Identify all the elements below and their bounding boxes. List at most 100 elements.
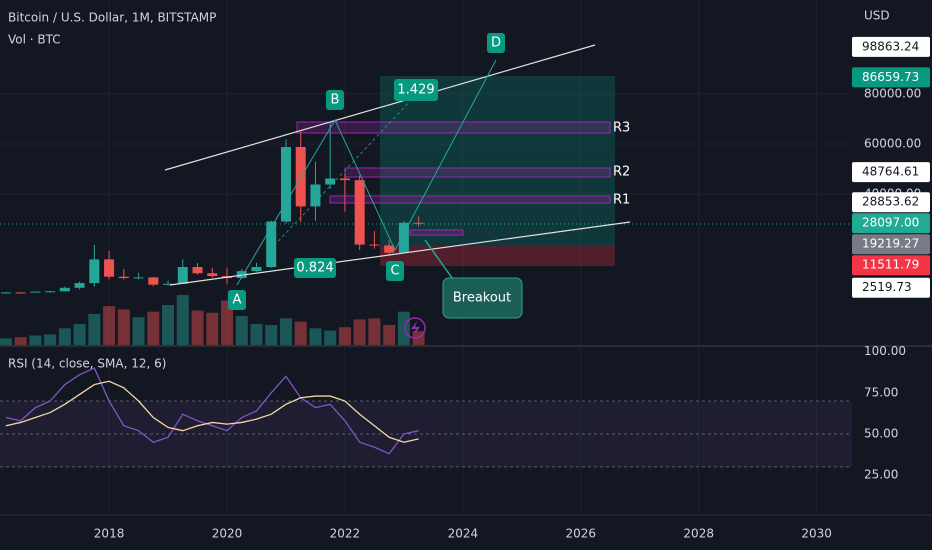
point-box xyxy=(228,290,246,310)
volume-bar xyxy=(353,319,366,345)
candle-body xyxy=(104,259,115,277)
volume-bar xyxy=(14,337,27,345)
price-marker xyxy=(852,255,930,276)
candle-body xyxy=(0,292,11,294)
volume-bar xyxy=(103,306,116,345)
r3-zone xyxy=(296,121,611,134)
abcd-pattern xyxy=(236,59,497,286)
level-label: R3 xyxy=(613,121,630,136)
point-box xyxy=(487,33,505,53)
price-marker xyxy=(852,213,930,234)
price-marker-label: 2519.73 xyxy=(862,280,912,294)
volume-bar xyxy=(235,316,248,345)
candle-body xyxy=(59,287,70,292)
volume-bar xyxy=(265,325,278,345)
y-tick-label: 50.00 xyxy=(864,426,898,440)
price-marker-label: 19219.27 xyxy=(862,237,919,251)
level-label: R2 xyxy=(613,165,630,180)
callout-label: Breakout xyxy=(453,291,511,306)
lower-channel-line xyxy=(169,221,631,286)
price-marker-label: 86659.73 xyxy=(862,70,919,84)
support-zone xyxy=(409,229,464,236)
price-marker xyxy=(852,192,930,213)
volume-bar xyxy=(117,309,130,345)
volume-bar xyxy=(309,328,322,345)
annotations: D B C A 1.429 0.824 R3 R2 R1 Breakout xyxy=(228,33,630,319)
volume-bar xyxy=(44,334,57,345)
y-tick-label: 25.00 xyxy=(864,468,898,482)
point-label: C xyxy=(390,264,399,279)
price-marker xyxy=(852,36,930,57)
price-marker xyxy=(852,162,930,183)
volume-bar xyxy=(58,328,71,345)
ratio-box xyxy=(394,79,438,101)
x-tick-label: 2022 xyxy=(330,527,361,541)
volume-bar xyxy=(132,317,145,345)
point-label: B xyxy=(331,93,340,108)
candle-body xyxy=(74,283,85,288)
volume-bar xyxy=(294,321,307,345)
x-tick-label: 2028 xyxy=(683,527,714,541)
x-tick-label: 2026 xyxy=(566,527,597,541)
price-marker-label: 11511.79 xyxy=(862,258,919,272)
price-marker-label: 48764.61 xyxy=(862,165,919,179)
candle-body xyxy=(354,180,365,245)
currency: USD xyxy=(864,9,890,23)
point-label: D xyxy=(491,36,501,51)
candle-body xyxy=(15,292,26,294)
volume-label: Vol · BTC xyxy=(8,33,61,47)
y-tick-label: 75.00 xyxy=(864,385,898,399)
price-marker-label: 28097.00 xyxy=(862,216,919,230)
candle-body xyxy=(369,244,380,246)
axes: 201820202022202420262028203040000.006000… xyxy=(94,36,930,541)
volume-bar xyxy=(368,318,381,345)
price-marker-label: 28853.62 xyxy=(862,195,919,209)
r1-zone xyxy=(329,195,611,204)
rsi-line xyxy=(5,367,419,455)
ratio-box xyxy=(294,258,336,278)
candle-body xyxy=(89,259,100,284)
candle-body xyxy=(413,222,424,224)
candle-body xyxy=(192,267,203,274)
candle-body xyxy=(280,147,291,222)
ratio-line xyxy=(269,79,431,251)
rsi-pane xyxy=(0,367,852,468)
price-marker xyxy=(852,67,930,88)
volume-bar xyxy=(338,327,351,345)
candle-body xyxy=(251,267,262,272)
volume-bar xyxy=(206,312,219,345)
volume-bar xyxy=(29,335,42,345)
candle-body xyxy=(207,273,218,277)
candle-body xyxy=(339,178,350,181)
x-tick-label: 2018 xyxy=(94,527,125,541)
candle-body xyxy=(30,291,41,293)
alert-icon[interactable] xyxy=(404,317,426,339)
candle-body xyxy=(177,267,188,284)
callout-box xyxy=(442,277,523,319)
y-tick-label: 100.00 xyxy=(864,344,906,358)
volume-bar xyxy=(176,295,189,345)
volume-bar xyxy=(279,318,292,345)
price-marker-label: 98863.24 xyxy=(862,39,919,53)
volume-bar xyxy=(221,300,234,345)
volume-bar xyxy=(383,325,396,345)
candle-body xyxy=(45,291,56,293)
y-tick-label: 60000.00 xyxy=(864,137,921,151)
ratio-label: 0.824 xyxy=(296,261,333,276)
candle-body xyxy=(325,178,336,185)
y-tick-label: 80000.00 xyxy=(864,87,921,101)
r2-zone xyxy=(344,167,611,178)
point-box xyxy=(326,90,344,110)
volume-bar xyxy=(250,323,263,345)
volume-bar xyxy=(0,338,12,345)
candle-body xyxy=(133,277,144,279)
level-label: R1 xyxy=(613,193,630,208)
volume-bar xyxy=(191,310,204,345)
long-stop-zone xyxy=(380,246,615,266)
candle-body xyxy=(266,221,277,268)
candle-body xyxy=(310,184,321,207)
candle-body xyxy=(118,276,129,279)
point-label: A xyxy=(233,293,242,308)
